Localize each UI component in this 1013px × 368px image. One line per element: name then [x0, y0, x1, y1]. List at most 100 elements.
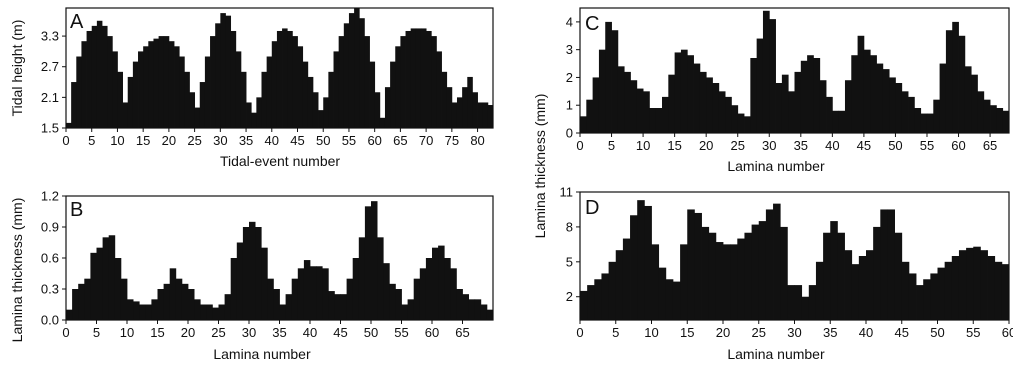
- panel-d-x-tick-label: 40: [859, 325, 873, 340]
- panel-d-bar: [923, 279, 931, 320]
- panel-b-bar: [255, 227, 262, 320]
- panel-a-bar: [81, 41, 87, 128]
- panel-b-bar: [218, 304, 225, 320]
- panel-d-bars: [580, 200, 1010, 320]
- panel-b-x-tick-label: 35: [272, 325, 286, 340]
- panel-c-bar: [901, 91, 909, 133]
- panel-a-x-tick-label: 60: [367, 133, 381, 148]
- panel-c-bar: [794, 71, 802, 133]
- panel-c-bar: [857, 35, 865, 133]
- panel-c-x-tick-label: 15: [667, 138, 681, 153]
- panel-a-bar: [256, 97, 262, 128]
- panel-d-bar: [701, 226, 710, 320]
- panel-c-frame: [579, 7, 1010, 134]
- panel-b-bar: [188, 289, 195, 320]
- panel-b-x-tick-label: 0: [62, 325, 69, 340]
- panel-b-bar: [413, 278, 421, 320]
- panel-c-x-tick-label: 40: [825, 138, 839, 153]
- panel-b-bar: [114, 258, 122, 320]
- panel-a-bar: [102, 25, 108, 128]
- panel-c-bar: [775, 83, 783, 133]
- panel-a-bar: [174, 46, 180, 128]
- panel-d-x-tick-label: 45: [895, 325, 909, 340]
- panel-a-bar: [138, 51, 144, 128]
- panel-d-y-tick-label: 5: [566, 254, 573, 269]
- panel-a-bar: [210, 36, 216, 129]
- panel-d-bar: [773, 203, 781, 320]
- panel-b-bar: [236, 242, 244, 320]
- panel-a-bar: [451, 102, 458, 128]
- panel-b-bar: [316, 266, 323, 320]
- panel-b-bar: [279, 304, 286, 320]
- panel-c-bar: [731, 105, 739, 133]
- panel-c-x-tick-label: 0: [576, 138, 583, 153]
- panel-c-bar: [964, 66, 972, 133]
- panel-c-bar: [630, 80, 638, 133]
- panel-a-bar: [477, 102, 484, 128]
- panel-a-bar: [364, 36, 370, 129]
- panel-c-bar: [598, 49, 606, 133]
- panel-b-x-tick-label: 5: [93, 325, 100, 340]
- panel-b-x-ticks: 0 5 10 15 20 25 30 35 40 45 50 55 60 65: [62, 320, 470, 340]
- panel-a-bar: [271, 41, 278, 128]
- panel-d-x-tick-label: 60: [1002, 325, 1013, 340]
- panel-b-bar: [480, 304, 488, 320]
- panel-a-bar: [163, 36, 170, 129]
- panel-d-bar: [823, 232, 831, 320]
- panel-a-bar: [251, 112, 257, 128]
- panel-b-bar: [175, 278, 183, 320]
- panel-a-bar: [112, 51, 118, 128]
- panel-b-bar: [383, 263, 390, 320]
- panel-c-bar: [617, 66, 625, 133]
- panel-c-bar: [876, 63, 884, 134]
- panel-a-bar: [431, 36, 437, 129]
- panel-a-y-tick-label: 3.3: [41, 29, 59, 44]
- panel-a-x-tick-label: 80: [470, 133, 484, 148]
- panel-a-bar: [436, 51, 442, 128]
- panel-a-bar: [312, 92, 319, 128]
- panel-b-bar: [346, 278, 354, 320]
- panel-d-bar: [916, 285, 924, 320]
- panel-a-y-tick-label: 1.5: [41, 121, 59, 136]
- panel-c-bar: [725, 96, 732, 133]
- panel-b-bar: [474, 299, 482, 320]
- panel-d-bar: [815, 261, 824, 320]
- panel-c-y-tick-label: 0: [566, 126, 573, 141]
- panel-c-y-ticks: 0 1 2 3 4: [566, 14, 580, 141]
- panel-a-bar: [297, 46, 304, 128]
- panel-c-x-tick-label: 35: [794, 138, 808, 153]
- panel-d-bar: [594, 279, 602, 320]
- panel-c-y-tick-label: 1: [566, 98, 573, 113]
- panel-c-bar: [807, 55, 814, 133]
- panel-d-bar: [987, 256, 996, 320]
- panel-c-bar: [882, 69, 890, 133]
- panel-b-bar: [462, 294, 469, 320]
- panel-b-bar: [163, 283, 171, 320]
- panel-a-bar: [66, 122, 72, 128]
- panel-a-bar: [204, 56, 211, 129]
- panel-a-bar: [456, 97, 463, 128]
- panel-d-bar: [837, 232, 845, 320]
- panel-c-bar: [945, 30, 953, 133]
- panel-d-bar: [937, 267, 946, 320]
- panel-a-bar: [225, 15, 232, 128]
- panel-a-bar: [400, 36, 406, 129]
- panel-d-bar: [980, 250, 988, 320]
- panel-d-bar: [844, 250, 853, 320]
- panel-c-bar: [996, 108, 1004, 133]
- panel-d-bar: [887, 209, 895, 320]
- panel-d-bar: [737, 238, 745, 320]
- panel-c-letter: C: [585, 13, 599, 35]
- panel-d-bar: [637, 200, 645, 320]
- panel-b-bar: [72, 289, 79, 320]
- panel-c-bar: [908, 96, 915, 133]
- panel-c-bar: [769, 19, 776, 133]
- panel-b-bar: [84, 278, 91, 320]
- panel-b-y-tick-label: 0.0: [41, 313, 59, 328]
- panel-c-bar: [680, 49, 688, 133]
- panel-d-y-tick-label: 11: [560, 185, 574, 200]
- panel-d-bar: [944, 261, 953, 320]
- panel-b-bar: [432, 247, 439, 320]
- panel-b-bar: [291, 278, 299, 320]
- panel-b-bar: [310, 266, 317, 320]
